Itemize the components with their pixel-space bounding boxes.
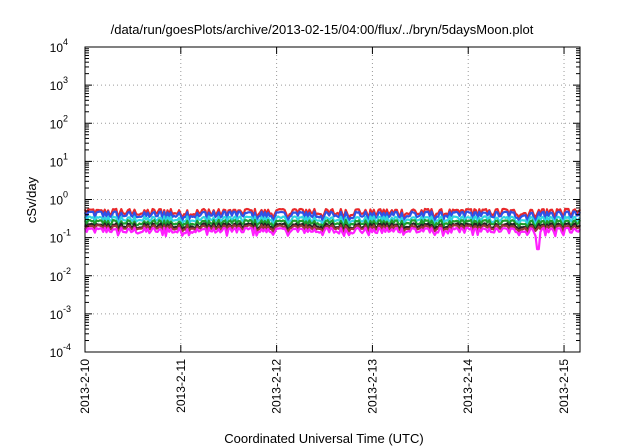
y-tick-label: 10 <box>50 155 64 169</box>
x-tick-label: 2013-2-13 <box>365 359 379 414</box>
x-tick-label: 2013-2-12 <box>270 359 284 414</box>
y-tick-label: 10 <box>50 117 64 131</box>
series-group <box>83 207 581 251</box>
series-line-6 <box>84 224 581 234</box>
y-tick-exponent: 4 <box>63 37 68 47</box>
x-tick-label: 2013-2-10 <box>78 359 92 414</box>
y-tick-exponent: 2 <box>63 113 68 123</box>
series-line-1 <box>83 207 581 220</box>
x-tick-label: 2013-2-11 <box>174 359 188 413</box>
series-line-4 <box>84 218 581 229</box>
y-tick-exponent: -2 <box>63 266 71 276</box>
y-tick-label: 10 <box>50 79 64 93</box>
x-axis-label: Coordinated Universal Time (UTC) <box>224 431 423 446</box>
y-tick-exponent: -4 <box>63 342 71 352</box>
y-tick-label: 10 <box>50 194 64 208</box>
series-line-7 <box>84 226 581 251</box>
grid-lines <box>85 47 580 352</box>
x-tick-label: 2013-2-14 <box>461 359 475 414</box>
y-tick-exponent: 0 <box>63 190 68 200</box>
y-tick-exponent: -3 <box>63 304 71 314</box>
y-tick-label: 10 <box>50 270 64 284</box>
y-tick-exponent: -1 <box>63 228 71 238</box>
series-line-3 <box>83 215 581 226</box>
y-axis-label: cSv/day <box>24 176 39 223</box>
y-tick-label: 10 <box>50 41 64 55</box>
y-tick-exponent: 3 <box>63 75 68 85</box>
y-tick-exponent: 1 <box>63 151 68 161</box>
series-line-2 <box>83 210 581 223</box>
x-tick-label: 2013-2-15 <box>557 359 571 414</box>
y-tick-label: 10 <box>50 232 64 246</box>
y-tick-label: 10 <box>50 346 64 360</box>
y-tick-label: 10 <box>50 308 64 322</box>
chart-title: /data/run/goesPlots/archive/2013-02-15/0… <box>111 22 534 37</box>
